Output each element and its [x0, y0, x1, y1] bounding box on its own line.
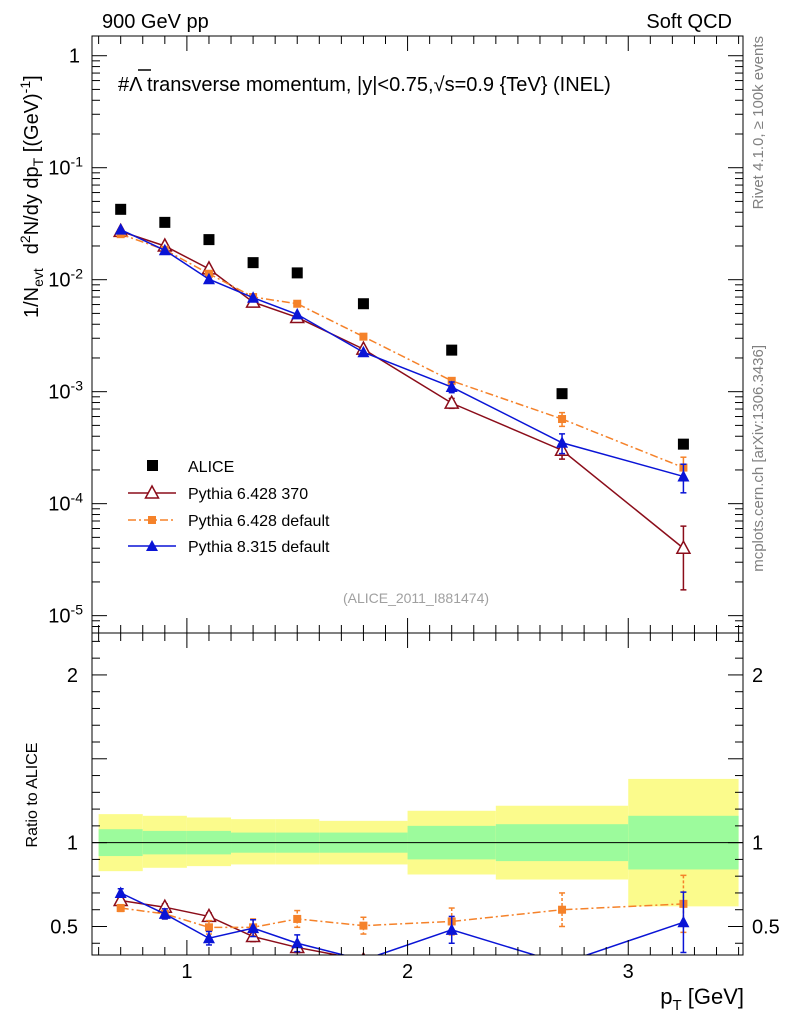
- ratio-y-tick-label-right: 2: [752, 665, 763, 687]
- ratio-plot: 0.5 0.5 1 1 2 2 1 2 3: [50, 632, 780, 983]
- ratio-y-tick-label-right: 0.5: [752, 916, 780, 938]
- ratio-y-tick-label-right: 1: [752, 833, 763, 855]
- ratio-x-tick-label: 1: [181, 961, 192, 983]
- ratio-y-tick-label: 2: [67, 665, 78, 687]
- main-y-tick-label: 10-4: [48, 490, 83, 516]
- main-y-tick-label: 10-2: [48, 266, 83, 292]
- main-point-alice: [291, 267, 303, 279]
- title-sqrt: √: [434, 74, 445, 96]
- main-point-pythia-8-315-default: [357, 345, 370, 358]
- main-point-pythia-8-315-default: [158, 243, 171, 256]
- legend-label-py6-default: Pythia 6.428 default: [188, 513, 330, 530]
- main-point-pythia-6-428-default: [558, 415, 567, 424]
- main-point-pythia-8-315-default: [202, 272, 215, 285]
- ratio-point-pythia-6-428-370: [445, 965, 458, 977]
- main-point-pythia-6-428-default: [359, 332, 368, 341]
- title-prefix: #: [118, 74, 130, 96]
- main-point-pythia-8-315-default: [445, 380, 458, 393]
- legend: ALICE Pythia 6.428 370 Pythia 6.428 defa…: [128, 459, 330, 556]
- main-point-alice: [115, 203, 127, 215]
- main-plot: 10-5 10-4 10-3 10-2 10-1 1: [48, 35, 744, 634]
- analysis-watermark: (ALICE_2011_I881474): [343, 590, 489, 606]
- ratio-point-pythia-8-315-default: [158, 907, 171, 919]
- ratio-point-pythia-6-428-default: [558, 905, 567, 914]
- title-suffix: transverse momentum, |y|<0.75,: [141, 74, 433, 96]
- ratio-y-tick-label: 1: [67, 833, 78, 855]
- main-point-pythia-8-315-default: [247, 291, 260, 303]
- legend-label-py6-370: Pythia 6.428 370: [188, 486, 308, 503]
- header-right: Soft QCD: [646, 11, 732, 33]
- ratio-point-pythia-6-428-370: [556, 970, 569, 982]
- legend-marker-py6-370: [144, 484, 160, 499]
- legend-marker-py8: [146, 540, 158, 551]
- ratio-point-pythia-6-428-default: [204, 923, 213, 932]
- ratio-point-pythia-8-315-default: [247, 921, 260, 934]
- ratio-x-tick-label: 2: [402, 961, 413, 983]
- ratio-point-pythia-6-428-default: [116, 904, 125, 913]
- main-point-pythia-6-428-370: [443, 394, 460, 409]
- ratio-x-tick-label: 3: [623, 961, 634, 983]
- legend-entry-py8: Pythia 8.315 default: [128, 539, 330, 556]
- main-point-alice: [677, 438, 689, 450]
- rivet-label: Rivet 4.1.0, ≥ 100k events: [750, 36, 767, 209]
- ratio-point-pythia-8-315-default: [677, 915, 690, 928]
- legend-marker-py6-default: [148, 516, 156, 524]
- main-y-tick-label: 10-3: [48, 378, 83, 404]
- ratio-point-pythia-6-428-default: [359, 921, 368, 930]
- ratio-point-pythia-8-315-default: [114, 886, 127, 898]
- main-y-tick-label: 1: [69, 46, 80, 68]
- legend-label-py8: Pythia 8.315 default: [188, 539, 330, 556]
- legend-entry-alice: ALICE: [147, 459, 234, 476]
- title-energy: s=0.9 {TeV} (INEL): [445, 74, 611, 96]
- title-particle: Λ: [129, 74, 143, 96]
- main-point-pythia-8-315-default: [291, 307, 304, 320]
- ratio-point-pythia-8-315-default: [291, 936, 304, 949]
- main-y-tick-label: 10-5: [48, 602, 83, 628]
- ratio-plot-frame: [91, 632, 744, 956]
- ratio-point-pythia-8-315-default: [445, 923, 458, 935]
- legend-entry-py6-370: Pythia 6.428 370: [128, 484, 308, 503]
- ratio-y-label: Ratio to ALICE: [24, 743, 41, 848]
- ratio-point-pythia-8-315-default: [556, 957, 568, 969]
- main-point-alice: [203, 234, 215, 246]
- main-point-pythia-8-315-default: [556, 436, 569, 448]
- main-point-alice: [247, 257, 259, 269]
- legend-label-alice: ALICE: [188, 459, 234, 476]
- main-point-pythia-6-428-default: [293, 299, 302, 308]
- ratio-point-pythia-6-428-default: [293, 914, 302, 923]
- legend-entry-py6-default: Pythia 6.428 default: [128, 513, 330, 530]
- main-point-alice: [556, 388, 568, 400]
- ratio-clipped: [92, 778, 743, 982]
- header-left: 900 GeV pp: [102, 11, 209, 33]
- ratio-y-tick-label: 0.5: [50, 916, 78, 938]
- x-axis-label: pT [GeV]: [660, 984, 744, 1014]
- main-point-pythia-6-428-370: [675, 539, 692, 554]
- ratio-point-pythia-8-315-default: [202, 931, 215, 944]
- main-y-label: 1/Nevtd2N/dy dpT [(GeV)-1]: [17, 75, 46, 318]
- main-point-alice: [159, 216, 171, 228]
- main-point-alice: [357, 298, 369, 310]
- main-point-alice: [446, 344, 458, 356]
- main-y-tick-label: 10-1: [48, 154, 83, 180]
- main-point-pythia-8-315-default: [677, 469, 690, 482]
- legend-marker-alice: [147, 460, 158, 471]
- main-point-pythia-8-315-default: [114, 223, 127, 235]
- plot-title: #Λ transverse momentum, |y|<0.75,√s=0.9 …: [118, 74, 611, 96]
- mcplots-label: mcplots.cern.ch [arXiv:1306.3436]: [750, 345, 767, 572]
